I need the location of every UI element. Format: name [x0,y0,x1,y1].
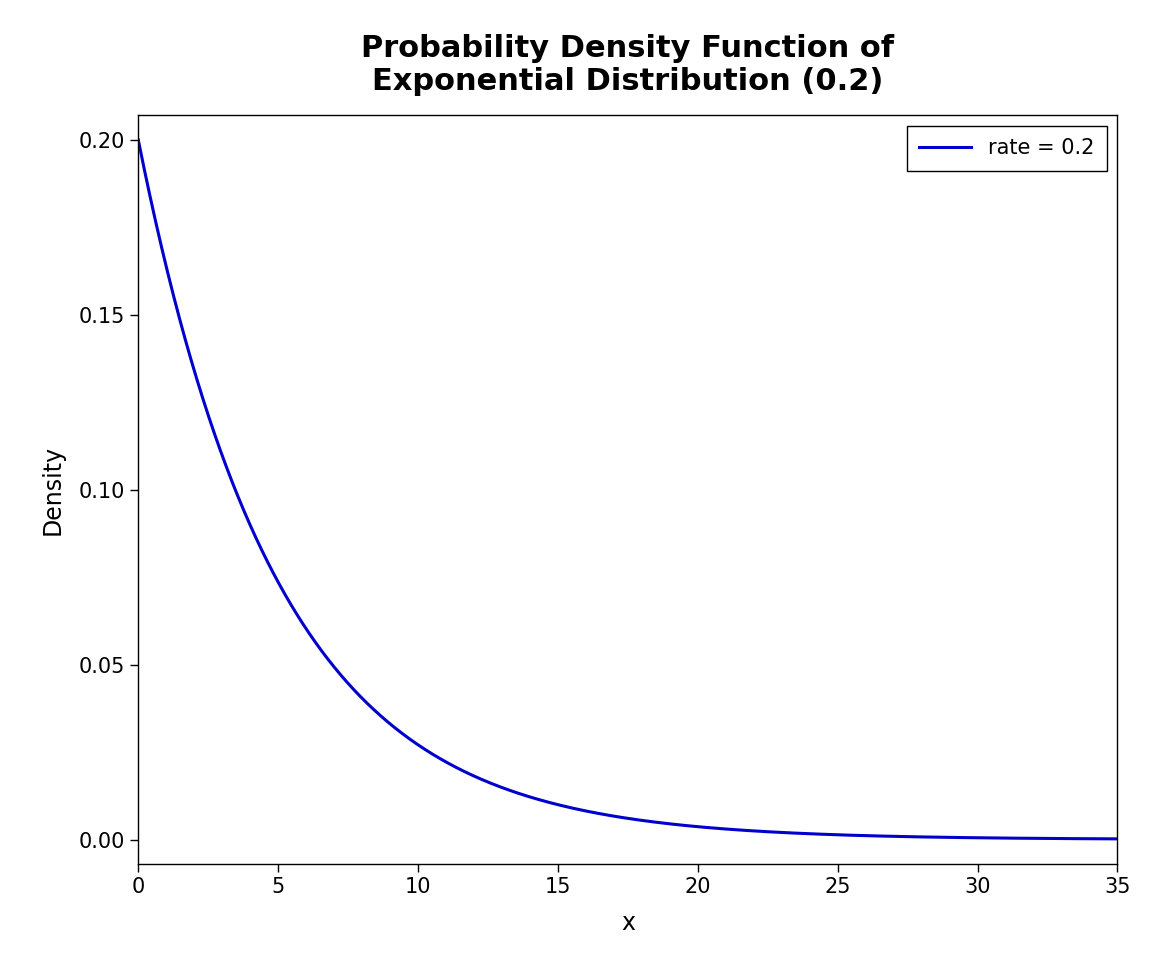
rate = 0.2 [582,805,596,817]
Legend: rate = 0.2: rate = 0.2 [907,126,1107,171]
rate = 0.2 [181,344,195,355]
Y-axis label: Density: Density [40,444,65,535]
Title: Probability Density Function of
Exponential Distribution (0.2): Probability Density Function of Exponent… [362,34,894,96]
Line: rate = 0.2: rate = 0.2 [138,140,1117,839]
rate = 0.2 [1082,833,1096,845]
rate = 0.2 [131,134,145,146]
rate = 0.2 [607,810,621,822]
rate = 0.2 [1082,833,1096,845]
X-axis label: x: x [621,911,635,935]
rate = 0.2 [902,831,916,843]
rate = 0.2 [1111,833,1124,845]
